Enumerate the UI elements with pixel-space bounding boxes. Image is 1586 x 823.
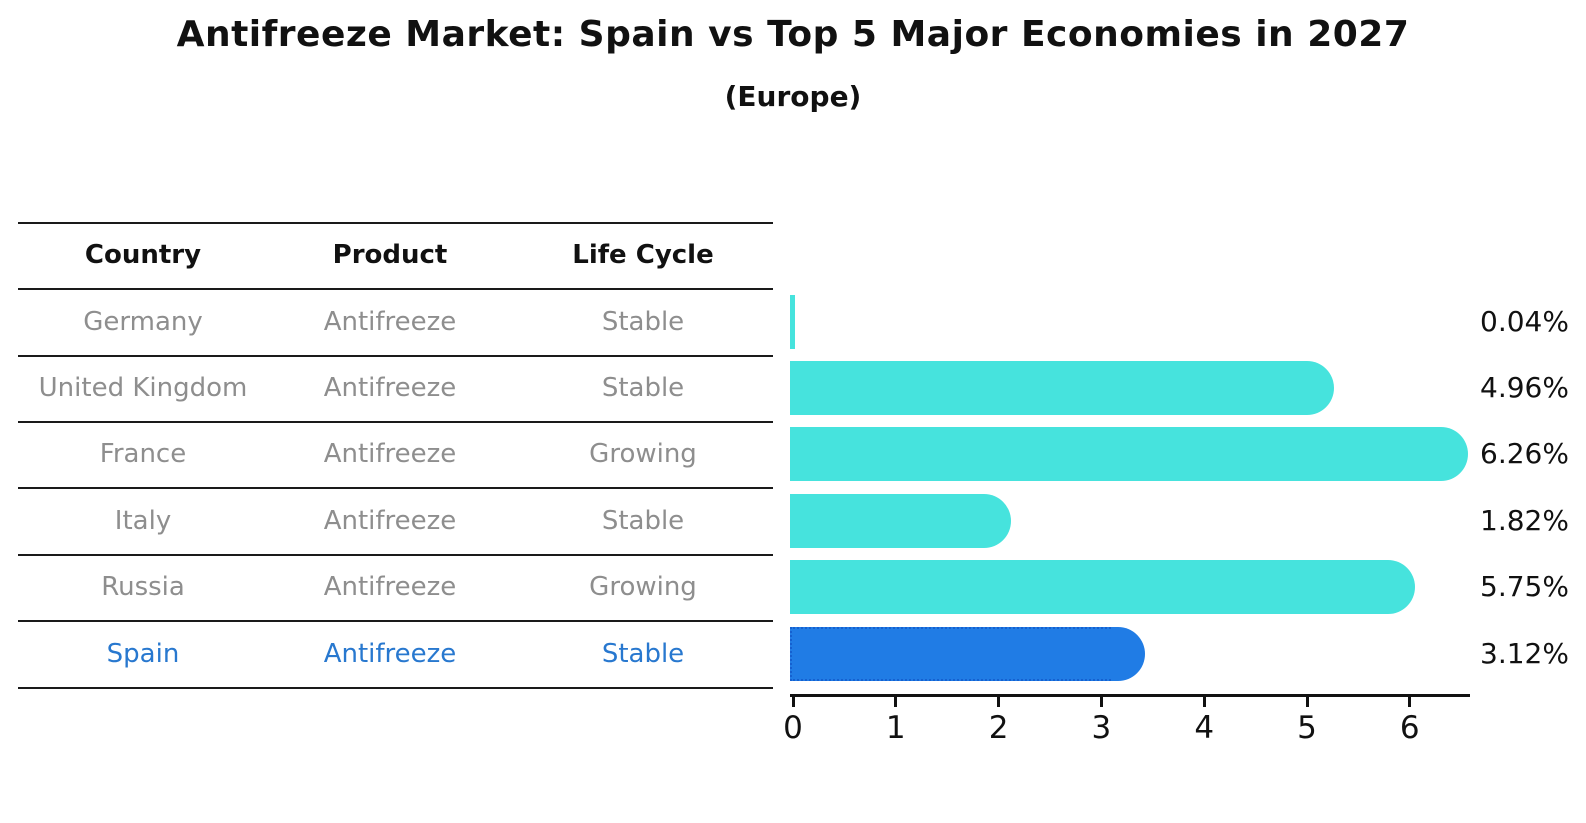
- x-axis-tick-label: 2: [988, 710, 1009, 746]
- cell-country: Spain: [106, 639, 180, 669]
- table-row: Italy Antifreeze Stable: [18, 503, 773, 539]
- chart-title: Antifreeze Market: Spain vs Top 5 Major …: [176, 14, 1410, 55]
- bar-value-label: 6.26%: [1480, 437, 1569, 471]
- bar-value-label: 0.04%: [1480, 304, 1569, 338]
- cell-country: Russia: [101, 572, 185, 602]
- x-axis-tick-label: 6: [1399, 710, 1420, 746]
- cell-product: Antifreeze: [323, 639, 457, 669]
- x-axis-tick: [1202, 697, 1206, 707]
- cell-country: United Kingdom: [38, 373, 248, 403]
- table-divider: [18, 421, 773, 423]
- cell-product: Antifreeze: [323, 439, 457, 469]
- column-header-product: Product: [332, 240, 448, 270]
- bar-value-label: 5.75%: [1480, 570, 1569, 604]
- chart-subtitle: (Europe): [724, 80, 862, 113]
- cell-lifecycle: Growing: [589, 572, 697, 602]
- bar-value-label: 3.12%: [1480, 636, 1569, 670]
- bar-france: [790, 427, 1468, 482]
- x-axis-tick-label: 3: [1091, 710, 1112, 746]
- table-divider: [18, 355, 773, 357]
- table-row: Germany Antifreeze Stable: [18, 304, 773, 340]
- bar-italy: [790, 493, 1011, 548]
- cell-product: Antifreeze: [323, 506, 457, 536]
- bar-spain: [790, 626, 1145, 681]
- x-axis-tick: [1408, 697, 1412, 707]
- table-row: Russia Antifreeze Growing: [18, 569, 773, 605]
- bar-germany: [790, 294, 795, 349]
- table-divider: [18, 487, 773, 489]
- table-divider: [18, 222, 773, 224]
- column-header-lifecycle: Life Cycle: [572, 240, 714, 270]
- cell-product: Antifreeze: [323, 572, 457, 602]
- table-row: France Antifreeze Growing: [18, 436, 773, 472]
- table-divider: [18, 288, 773, 290]
- table-divider: [18, 687, 773, 689]
- x-axis-tick: [791, 697, 795, 707]
- table-row-highlighted: Spain Antifreeze Stable: [18, 636, 773, 672]
- cell-country: Italy: [114, 506, 172, 536]
- cell-country: Germany: [83, 307, 203, 337]
- x-axis-tick-label: 1: [885, 710, 906, 746]
- cell-lifecycle: Stable: [601, 506, 685, 536]
- x-axis-line: [790, 694, 1470, 697]
- highlight-dotted-border: [790, 626, 1111, 681]
- bar-united-kingdom: [790, 360, 1334, 415]
- cell-country: France: [99, 439, 187, 469]
- table-header-row: Country Product Life Cycle: [18, 237, 773, 273]
- x-axis-tick: [1305, 697, 1309, 707]
- x-axis-tick: [997, 697, 1001, 707]
- bar-value-label: 4.96%: [1480, 370, 1569, 404]
- bar-value-label: 1.82%: [1480, 503, 1569, 537]
- cell-lifecycle: Growing: [589, 439, 697, 469]
- x-axis-tick: [894, 697, 898, 707]
- table-row: United Kingdom Antifreeze Stable: [18, 370, 773, 406]
- cell-product: Antifreeze: [323, 307, 457, 337]
- x-axis-tick-label: 0: [783, 710, 803, 746]
- table-divider: [18, 554, 773, 556]
- x-axis-tick: [1099, 697, 1103, 707]
- cell-lifecycle: Stable: [601, 373, 685, 403]
- x-axis-tick-label: 4: [1194, 710, 1215, 746]
- x-axis-tick-label: 5: [1297, 710, 1317, 746]
- bar-russia: [790, 560, 1415, 615]
- cell-lifecycle: Stable: [601, 639, 685, 669]
- table-divider: [18, 620, 773, 622]
- cell-product: Antifreeze: [323, 373, 457, 403]
- column-header-country: Country: [84, 240, 202, 270]
- cell-lifecycle: Stable: [601, 307, 685, 337]
